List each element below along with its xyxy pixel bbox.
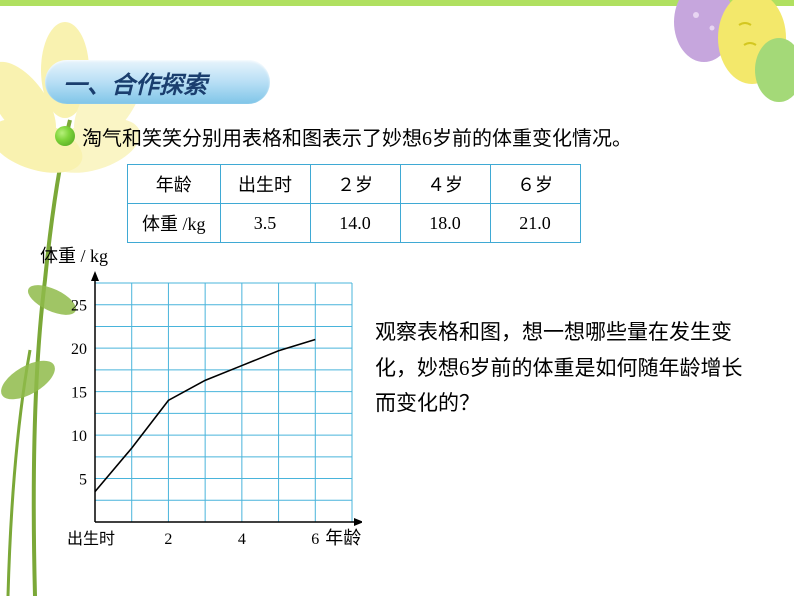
svg-text:年龄 / 岁: 年龄 / 岁	[325, 528, 362, 548]
table-cell: 年龄	[128, 165, 221, 204]
svg-text:25: 25	[71, 298, 87, 315]
table-cell: 体重 /kg	[128, 204, 221, 243]
svg-text:出生时: 出生时	[67, 530, 115, 548]
table-cell: 14.0	[310, 204, 400, 243]
table-cell: ４岁	[400, 165, 490, 204]
table-cell: 出生时	[220, 165, 310, 204]
svg-text:20: 20	[71, 341, 87, 358]
weight-chart: 5 10 15 20 25 出生时 2 4 6 年龄 / 岁	[40, 265, 362, 570]
svg-text:5: 5	[79, 472, 87, 489]
svg-text:10: 10	[71, 428, 87, 445]
table-cell: 21.0	[490, 204, 580, 243]
table-row: 体重 /kg 3.5 14.0 18.0 21.0	[128, 204, 581, 243]
question-text: 观察表格和图，想一想哪些量在发生变化，妙想6岁前的体重是如何随年龄增长而变化的？	[375, 315, 745, 422]
chart-svg: 5 10 15 20 25 出生时 2 4 6 年龄 / 岁	[40, 265, 362, 570]
weight-table: 年龄 出生时 ２岁 ４岁 ６岁 体重 /kg 3.5 14.0 18.0 21.…	[127, 164, 581, 243]
svg-text:4: 4	[238, 531, 246, 548]
svg-text:15: 15	[71, 385, 87, 402]
top-stripe	[0, 0, 794, 6]
table-cell: 3.5	[220, 204, 310, 243]
bullet-icon	[55, 126, 75, 146]
eggs-decor	[674, 0, 794, 110]
svg-text:6: 6	[311, 531, 319, 548]
table-cell: 18.0	[400, 204, 490, 243]
intro-text: 淘气和笑笑分别用表格和图表示了妙想6岁前的体重变化情况。	[82, 122, 632, 151]
svg-text:2: 2	[164, 531, 172, 548]
section-title: 一、合作探索	[63, 65, 207, 100]
table-cell: ２岁	[310, 165, 400, 204]
table-cell: ６岁	[490, 165, 580, 204]
section-header: 一、合作探索	[45, 60, 270, 104]
table-row: 年龄 出生时 ２岁 ４岁 ６岁	[128, 165, 581, 204]
